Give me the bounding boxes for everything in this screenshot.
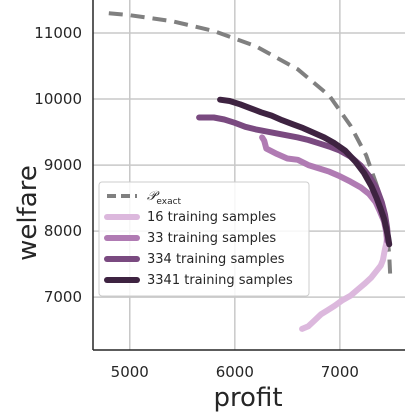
axes bbox=[92, 0, 405, 351]
x-axis-label: profit bbox=[213, 383, 282, 413]
x-tick-label: 5000 bbox=[111, 363, 149, 381]
series-line-3 bbox=[196, 114, 392, 244]
legend-label: 33 training samples bbox=[147, 231, 276, 246]
y-axis-label: welfare bbox=[13, 165, 43, 261]
series-line-4 bbox=[217, 96, 393, 248]
series-layer bbox=[108, 11, 393, 332]
legend-frame bbox=[98, 181, 310, 297]
y-tick-label: 7000 bbox=[44, 288, 82, 306]
y-tick-label: 9000 bbox=[44, 156, 82, 174]
series-line-1 bbox=[299, 234, 391, 332]
legend-label: 3341 training samples bbox=[147, 273, 293, 288]
tick-labels: 5000 6000 7000 7000 8000 9000 10000 11000 bbox=[34, 24, 359, 381]
gridlines bbox=[93, 0, 405, 350]
legend-label: 16 training samples bbox=[147, 210, 276, 225]
x-tick-label: 7000 bbox=[321, 363, 359, 381]
y-tick-label: 10000 bbox=[34, 90, 82, 108]
y-tick-label: 11000 bbox=[34, 24, 82, 42]
y-tick-label: 8000 bbox=[44, 222, 82, 240]
legend-label: 334 training samples bbox=[147, 252, 285, 267]
x-tick-label: 6000 bbox=[216, 363, 254, 381]
series-exact-line bbox=[108, 11, 393, 278]
